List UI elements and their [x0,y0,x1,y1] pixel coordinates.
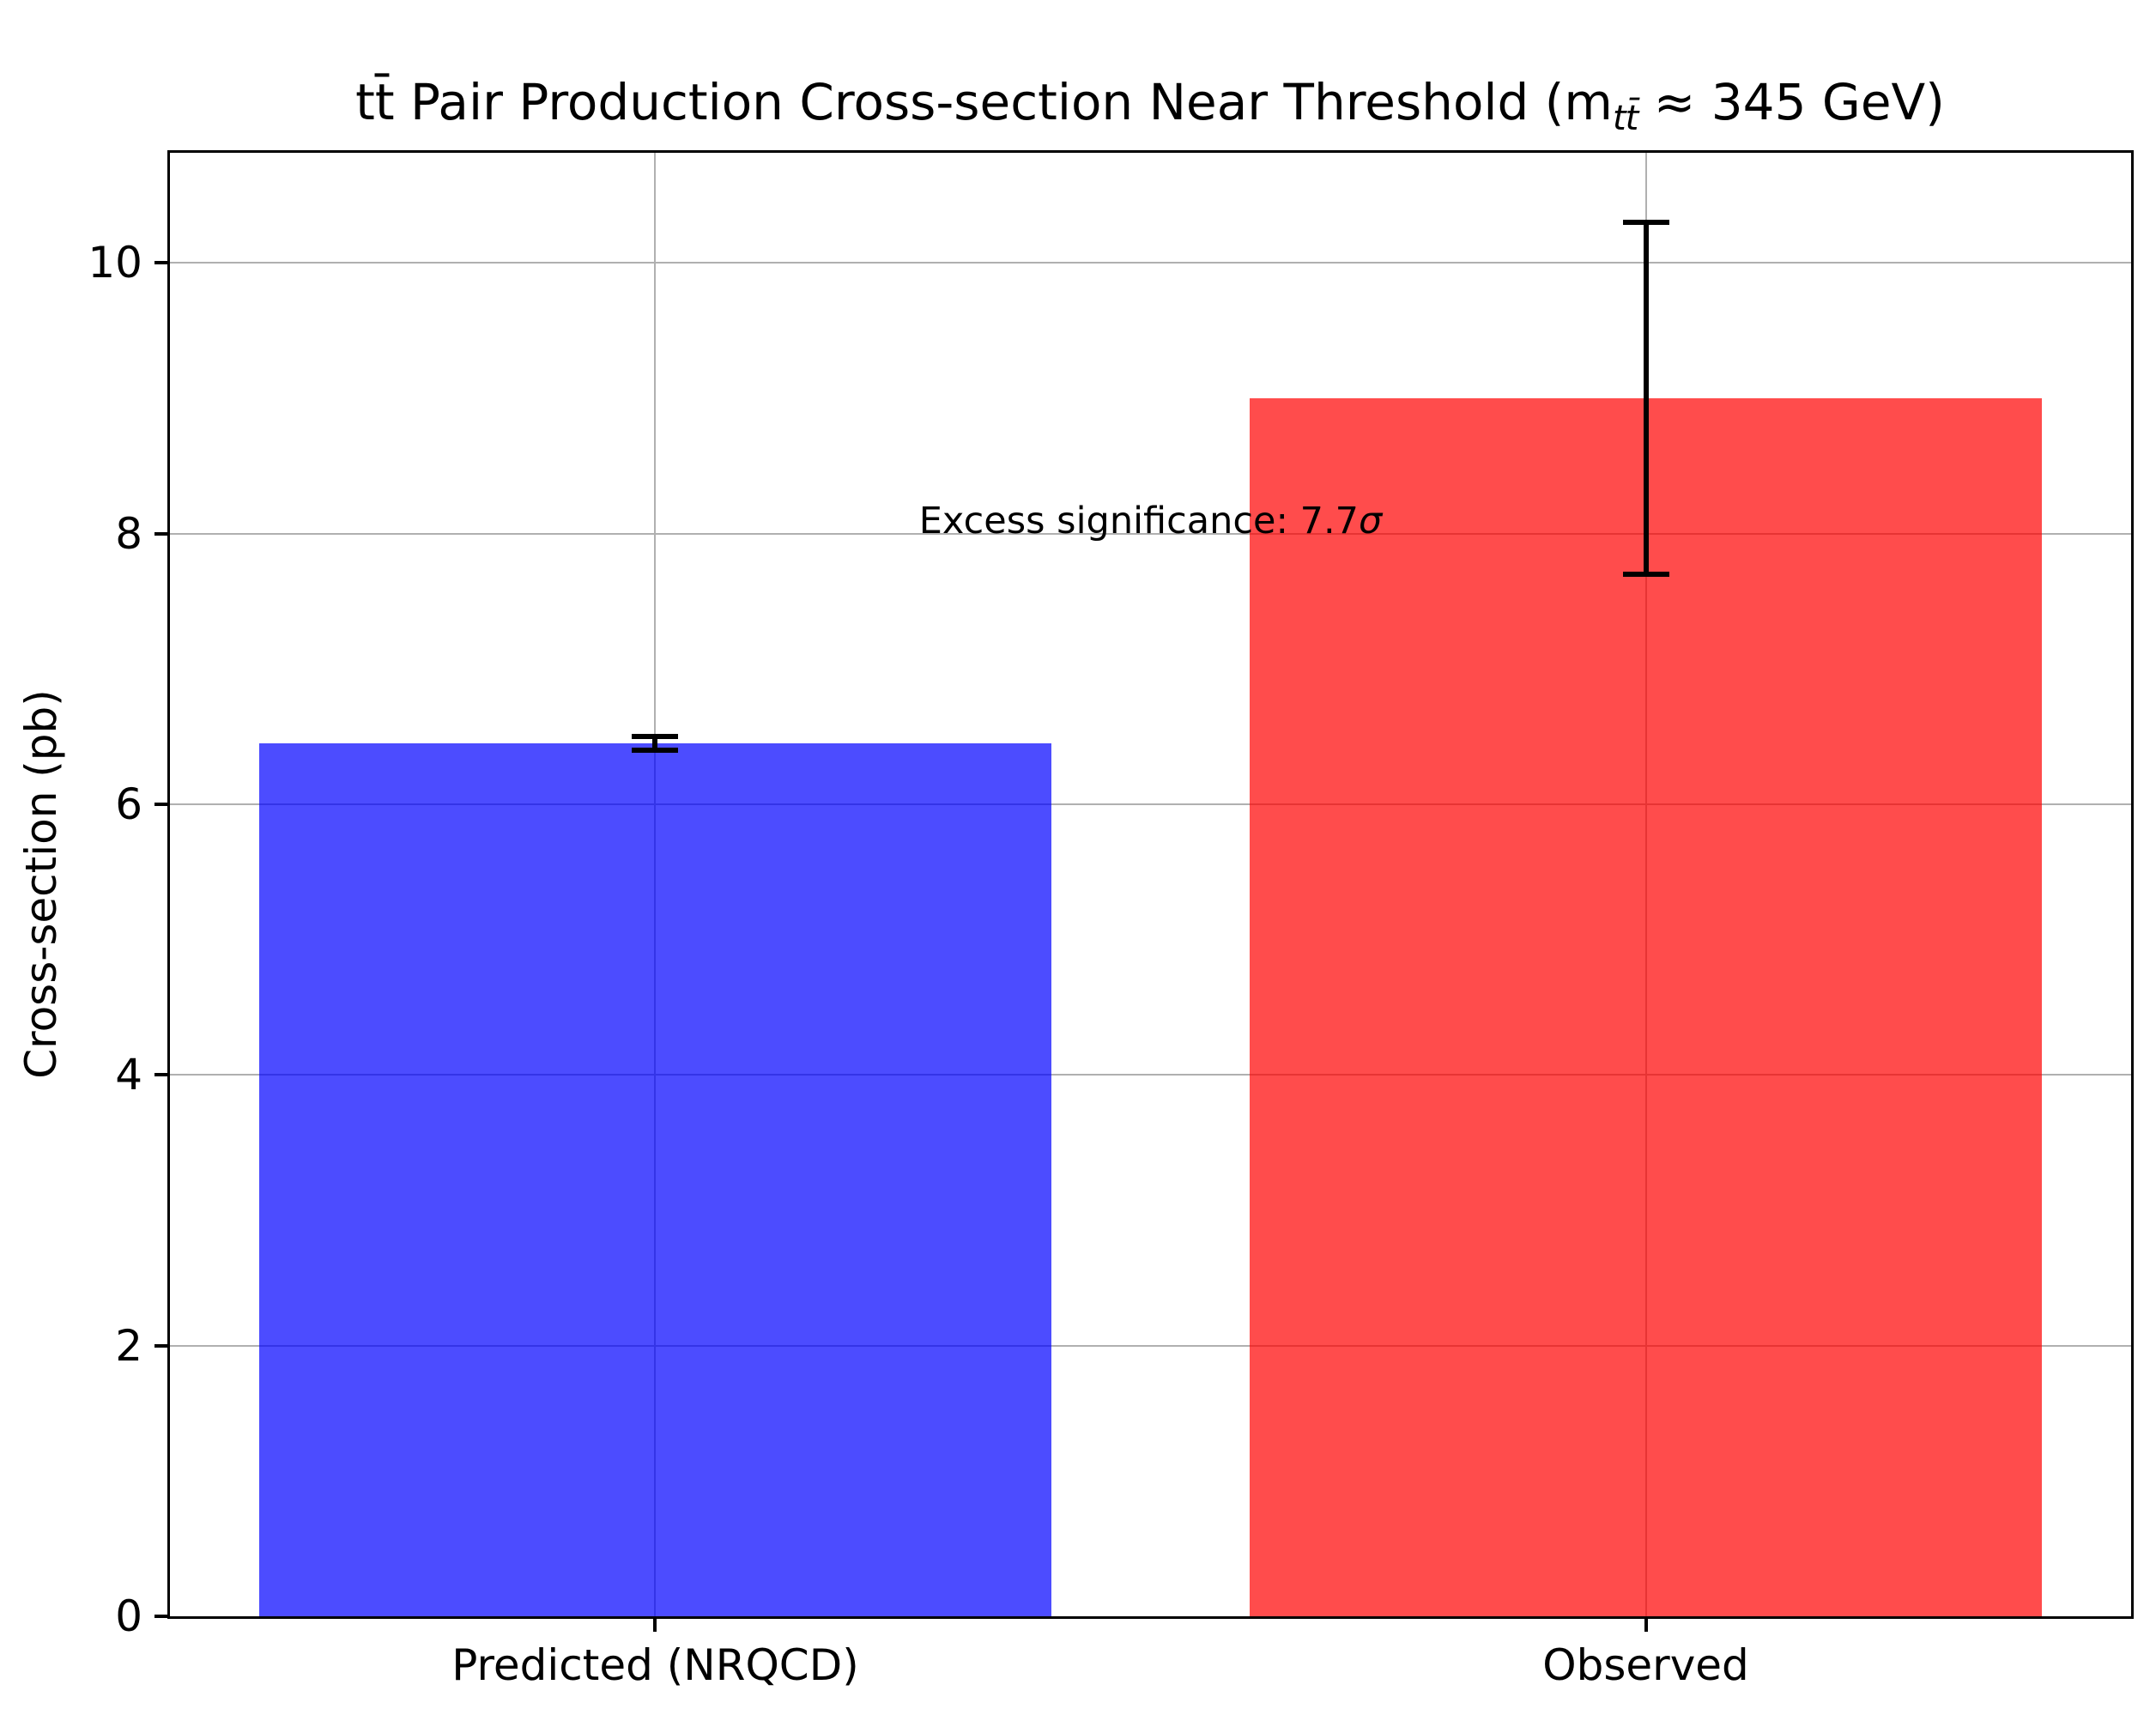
bar-predicted-nrqcd [258,743,1052,1616]
x-tick-mark-observed [1644,1619,1648,1632]
y-tick-mark-6 [154,803,167,807]
chart-title-subscript: tt̄ [1612,99,1638,138]
y-tick-label-10: 10 [88,238,142,288]
error-bar-predicted-nrqcd [652,736,658,751]
chart-title: tt̄ Pair Production Cross-section Near T… [355,73,1945,138]
annotation-text: Excess significance: 7.7 [918,499,1359,542]
gridline-y-4 [170,1074,2131,1076]
y-tick-mark-8 [154,531,167,536]
error-bar-cap-bottom-predicted-nrqcd [632,748,679,754]
y-tick-label-8: 8 [115,508,142,559]
error-bar-cap-top-observed [1622,220,1669,226]
y-tick-mark-0 [154,1615,167,1618]
chart-title-main: tt̄ Pair Production Cross-section Near T… [355,73,1613,131]
x-tick-label-predicted-nrqcd: Predicted (NRQCD) [451,1640,859,1690]
gridline-y-10 [170,262,2131,264]
gridline-y-6 [170,803,2131,806]
y-tick-mark-4 [154,1073,167,1077]
y-tick-label-0: 0 [115,1591,142,1641]
y-axis-label: Cross-section (pb) [16,689,66,1079]
y-tick-label-6: 6 [115,779,142,830]
excess-significance-annotation: Excess significance: 7.7σ [919,500,1383,542]
gridline-y-2 [170,1344,2131,1347]
gridline-y-8 [170,532,2131,535]
chart-title-suffix: ≈ 345 GeV) [1638,73,1945,131]
error-bar-cap-top-predicted-nrqcd [632,734,679,740]
y-tick-mark-2 [154,1343,167,1348]
bar-observed [1249,398,2043,1616]
error-bar-observed [1643,222,1649,575]
x-tick-label-observed: Observed [1542,1640,1749,1690]
error-bar-cap-bottom-observed [1622,572,1669,578]
annotation-sigma-symbol: σ [1358,499,1383,542]
y-tick-mark-10 [154,261,167,265]
y-tick-label-4: 4 [115,1050,142,1100]
y-tick-label-2: 2 [115,1320,142,1371]
x-tick-mark-predicted-nrqcd [653,1619,657,1632]
